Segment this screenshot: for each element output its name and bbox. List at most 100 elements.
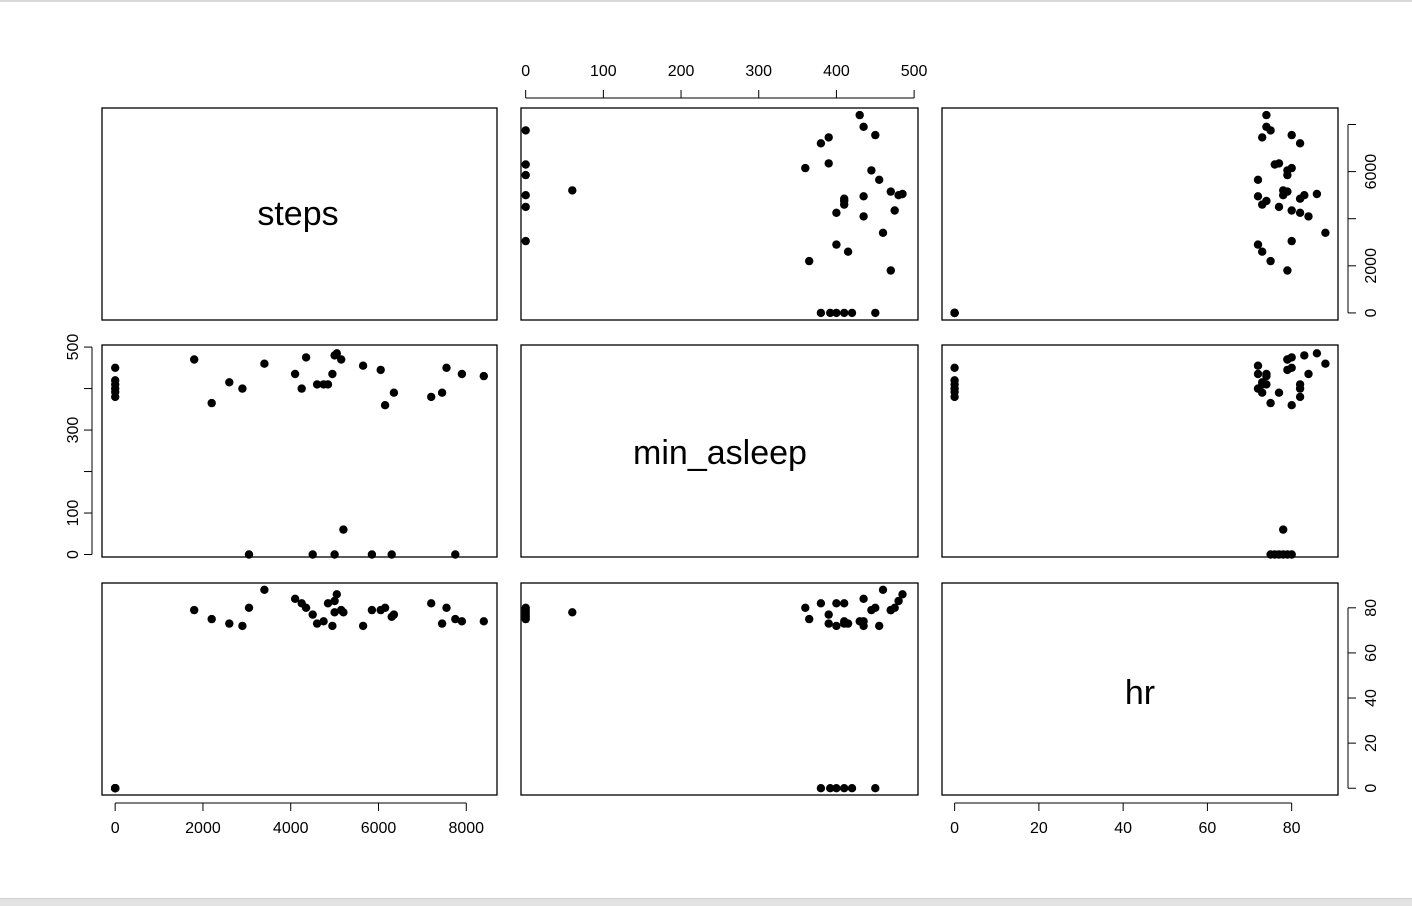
left-tick-label-min-asleep-500: 500 [65,334,82,361]
point-steps-vs-hr-25 [1253,175,1263,184]
point-steps-vs-min_asleep-34 [521,126,530,135]
point-min_asleep-vs-hr-23 [1283,355,1292,364]
point-hr-vs-steps-11 [260,585,269,594]
point-min_asleep-vs-hr-33 [1287,363,1296,372]
point-min_asleep-vs-hr-19 [1253,369,1263,379]
point-hr-vs-steps-21 [330,608,339,617]
point-steps-vs-hr-10 [1287,236,1296,246]
point-steps-vs-min_asleep-36 [855,110,864,120]
point-hr-vs-min_asleep-3 [847,784,857,793]
point-hr-vs-steps-9 [238,621,247,631]
point-min_asleep-vs-hr-34 [1266,550,1275,559]
point-steps-vs-hr-15 [1274,202,1284,212]
panel-hr-vs-hr [941,582,1339,796]
point-hr-vs-steps-25 [358,621,368,631]
point-hr-vs-min_asleep-32 [824,619,833,628]
right-tick-label-hr-60: 60 [1363,644,1380,662]
point-hr-vs-min_asleep-5 [826,784,835,793]
right-tick-label-hr-40: 40 [1363,689,1380,707]
point-hr-vs-steps-35 [457,617,467,626]
point-min_asleep-vs-hr-22 [1312,349,1322,358]
point-hr-vs-min_asleep-12 [859,594,868,603]
point-min_asleep-vs-steps-11 [260,359,269,368]
top-tick-label-min-asleep-500: 500 [901,63,928,80]
point-steps-vs-hr-5 [950,308,959,318]
point-min_asleep-vs-hr-24 [1279,525,1288,534]
point-min_asleep-vs-steps-9 [238,384,247,393]
point-min_asleep-vs-steps-29 [387,550,396,559]
point-hr-vs-steps-31 [427,599,436,608]
point-hr-vs-steps-34 [451,614,460,624]
point-min_asleep-vs-steps-33 [442,363,451,372]
point-steps-vs-min_asleep-2 [840,308,849,318]
point-hr-vs-min_asleep-9 [832,621,841,631]
point-hr-vs-steps-17 [319,617,328,626]
point-hr-vs-min_asleep-28 [801,603,810,612]
diagonal-labels-layer: steps min_asleep hr [257,195,1155,712]
right-tick-label-steps-6000: 6000 [1363,154,1380,190]
point-min_asleep-vs-steps-24 [339,525,348,534]
point-min_asleep-vs-hr-4 [950,363,959,372]
point-hr-vs-steps-32 [437,619,447,628]
diag-label-hr: hr [1125,674,1155,712]
bottom-tick-label-steps-2000: 2000 [185,820,221,837]
point-steps-vs-min_asleep-18 [840,194,849,203]
point-min_asleep-vs-hr-28 [1287,401,1296,410]
point-steps-vs-hr-14 [1287,206,1296,215]
point-hr-vs-steps-7 [207,614,216,624]
diag-label-steps: steps [257,195,338,233]
point-hr-vs-steps-36 [479,617,488,626]
panel-steps-vs-steps [101,107,498,321]
point-hr-vs-min_asleep-31 [816,599,826,608]
point-min_asleep-vs-steps-3 [111,376,120,385]
point-hr-vs-min_asleep-11 [878,585,888,594]
left-tick-label-min-asleep-100: 100 [65,500,82,527]
point-steps-vs-min_asleep-13 [832,208,841,217]
point-min_asleep-vs-steps-30 [389,388,399,397]
point-steps-vs-min_asleep-0 [816,308,826,318]
point-steps-vs-min_asleep-24 [568,186,577,195]
point-min_asleep-vs-hr-30 [1274,388,1284,397]
left-tick-label-min-asleep-300: 300 [65,417,82,444]
point-steps-vs-min_asleep-32 [824,133,833,142]
point-steps-vs-hr-31 [1295,139,1305,148]
point-hr-vs-steps-14 [301,603,311,612]
point-steps-vs-min_asleep-15 [521,202,530,212]
point-steps-vs-min_asleep-11 [878,228,888,237]
point-hr-vs-min_asleep-34 [521,614,530,624]
bottom-tick-label-steps-8000: 8000 [448,820,484,837]
right-tick-label-steps-0: 0 [1363,308,1380,317]
panel-min_asleep-vs-steps [101,344,498,558]
point-hr-vs-steps-28 [380,603,390,612]
point-steps-vs-min_asleep-9 [832,240,841,249]
point-steps-vs-hr-8 [1258,247,1267,256]
panel-hr-vs-min_asleep [520,582,919,796]
point-hr-vs-min_asleep-2 [840,784,849,793]
point-steps-vs-hr-12 [1304,212,1313,221]
point-min_asleep-vs-steps-35 [457,369,467,379]
point-hr-vs-min_asleep-24 [568,608,577,617]
point-min_asleep-vs-steps-5 [111,387,120,397]
point-steps-vs-hr-35 [1262,122,1271,131]
point-min_asleep-vs-hr-11 [1321,359,1330,368]
point-steps-vs-hr-28 [1287,163,1296,173]
point-min_asleep-vs-steps-15 [308,550,317,559]
point-hr-vs-min_asleep-20 [894,596,903,606]
panels-layer [101,107,1339,796]
point-steps-vs-min_asleep-5 [826,308,835,318]
point-hr-vs-min_asleep-7 [805,614,814,624]
point-min_asleep-vs-steps-8 [225,378,234,387]
top-tick-label-min-asleep-100: 100 [590,63,617,80]
point-hr-vs-min_asleep-25 [875,621,884,631]
point-steps-vs-min_asleep-30 [824,159,833,168]
point-hr-vs-steps-22 [332,590,341,599]
point-min_asleep-vs-steps-32 [437,388,447,397]
point-steps-vs-hr-36 [1262,110,1271,120]
panel-min_asleep-vs-hr [941,344,1339,558]
point-hr-vs-min_asleep-22 [898,590,907,599]
point-hr-vs-min_asleep-36 [855,617,864,626]
point-steps-vs-min_asleep-27 [867,166,876,175]
right-tick-label-hr-20: 20 [1363,734,1380,752]
point-steps-vs-hr-20 [1300,191,1309,200]
